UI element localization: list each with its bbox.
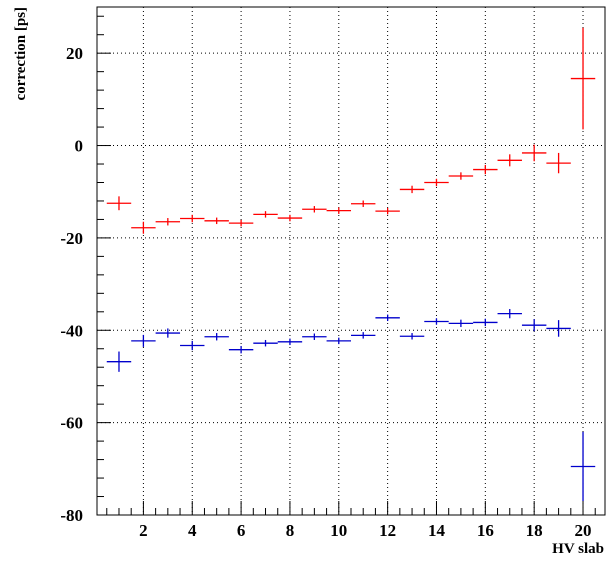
y-axis-title: correction [ps] — [13, 7, 29, 100]
y-tick-label: -80 — [60, 506, 83, 525]
x-tick-label: 20 — [575, 521, 592, 540]
y-tick-label: -20 — [60, 229, 83, 248]
x-tick-label: 6 — [237, 521, 246, 540]
x-tick-label: 4 — [188, 521, 197, 540]
x-tick-label: 12 — [379, 521, 396, 540]
x-tick-label: 18 — [526, 521, 543, 540]
y-tick-label: -40 — [60, 321, 83, 340]
y-tick-label: 0 — [75, 137, 84, 156]
plot-frame — [96, 6, 606, 516]
data-series — [106, 309, 596, 502]
x-tick-label: 10 — [330, 521, 347, 540]
plot-background — [97, 7, 605, 515]
data-series — [106, 27, 596, 234]
y-tick-label: -60 — [60, 414, 83, 433]
series-layer — [106, 27, 596, 502]
x-tick-label: 16 — [477, 521, 494, 540]
x-tick-label: 2 — [139, 521, 148, 540]
x-tick-label: 14 — [428, 521, 446, 540]
y-tick-label: 20 — [66, 44, 83, 63]
x-axis-title: HV slab — [552, 541, 604, 557]
x-tick-label: 8 — [286, 521, 295, 540]
